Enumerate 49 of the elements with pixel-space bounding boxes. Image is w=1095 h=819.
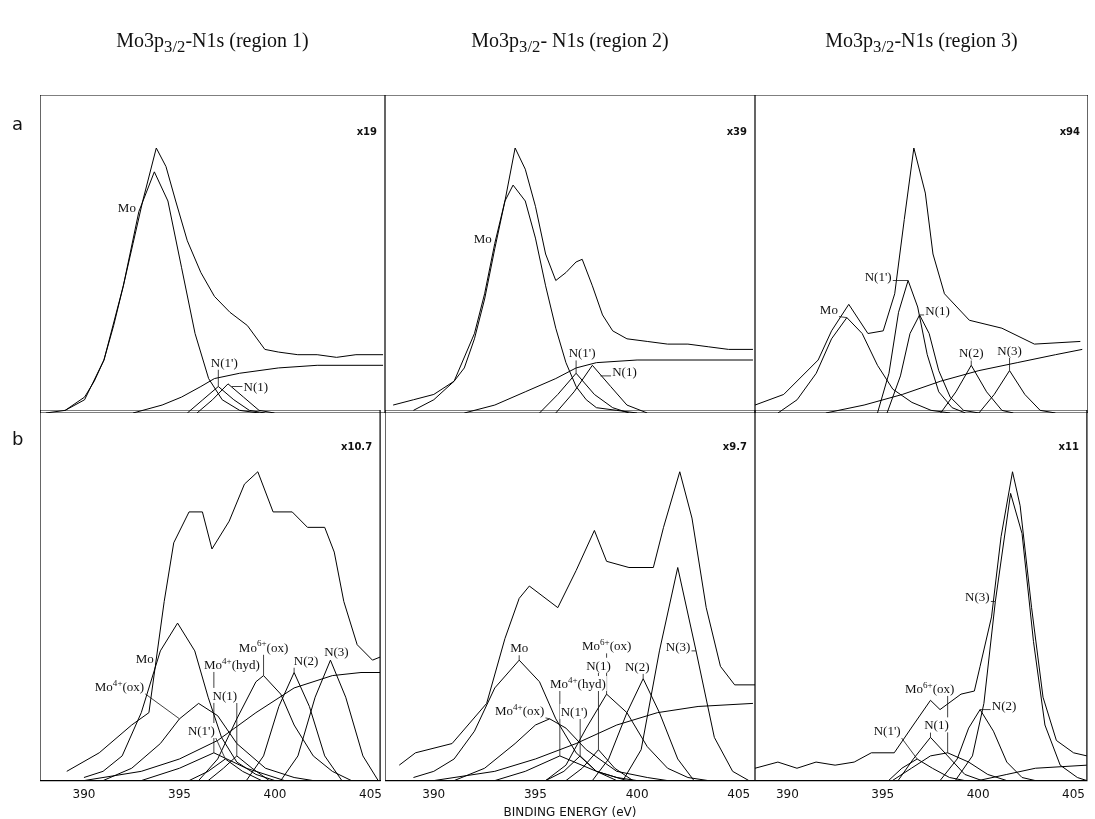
y-axis-title: b bbox=[12, 428, 24, 449]
annotation: N(1) bbox=[925, 302, 950, 318]
annotation: N(1) bbox=[924, 717, 949, 733]
annotation: N(1') bbox=[864, 268, 892, 284]
text: x39 bbox=[726, 126, 748, 137]
annotation: N(3) bbox=[665, 638, 691, 654]
text: x19 bbox=[356, 126, 378, 137]
x-tick-label: 405 bbox=[359, 786, 382, 801]
annotation: N(1') bbox=[210, 354, 238, 370]
annotation: Mo bbox=[473, 231, 492, 247]
annotation: N(1) bbox=[243, 378, 269, 394]
x-tick-label: 395 bbox=[523, 786, 547, 801]
annotation: N(1') bbox=[873, 722, 901, 738]
y-axis-title: a bbox=[12, 113, 24, 134]
text: x94 bbox=[1059, 126, 1081, 137]
chart-title: Mo3p$_{3/2}$-N1s (region 1) bbox=[115, 29, 310, 57]
annotation: N(2) bbox=[991, 697, 1017, 713]
text: x9.7 bbox=[722, 441, 748, 452]
x-tick-label: 400 bbox=[625, 786, 649, 801]
x-tick-label: 400 bbox=[966, 786, 990, 801]
chart-title: Mo3p$_{3/2}$- N1s (region 2) bbox=[470, 29, 670, 57]
annotation: N(2) bbox=[958, 345, 984, 361]
annotation: N(1') bbox=[560, 703, 588, 719]
annotation: N(1') bbox=[568, 345, 596, 361]
annotation: N(3) bbox=[324, 644, 349, 660]
annotation: N(3) bbox=[997, 342, 1022, 358]
annotation: N(2) bbox=[293, 652, 319, 668]
x-tick-label: 400 bbox=[263, 786, 287, 801]
annotation: N(3) bbox=[965, 589, 990, 605]
x-tick-label: 390 bbox=[72, 786, 96, 801]
annotation: N(2) bbox=[624, 658, 650, 674]
x-tick-label: 395 bbox=[168, 786, 191, 801]
text: x11 bbox=[1058, 441, 1079, 452]
annotation: N(1) bbox=[212, 687, 238, 703]
annotation: Mo bbox=[510, 640, 529, 656]
annotation: N(1') bbox=[187, 722, 215, 738]
annotation: Mo bbox=[117, 199, 136, 215]
x-tick-label: 390 bbox=[422, 786, 446, 801]
x-tick-label: 405 bbox=[727, 786, 751, 801]
x-tick-label: 390 bbox=[775, 786, 799, 801]
chart-title: Mo3p$_{3/2}$-N1s (region 3) bbox=[824, 29, 1019, 57]
annotation: N(1) bbox=[586, 657, 611, 673]
annotation: Mo bbox=[819, 301, 838, 317]
x-tick-label: 395 bbox=[871, 786, 895, 801]
x-tick-label: 405 bbox=[1062, 786, 1085, 801]
annotation: Mo bbox=[135, 651, 154, 667]
annotation: N(1) bbox=[612, 363, 637, 379]
x-axis-title: BINDING ENERGY (eV) bbox=[502, 805, 638, 819]
text: x10.7 bbox=[340, 441, 373, 452]
